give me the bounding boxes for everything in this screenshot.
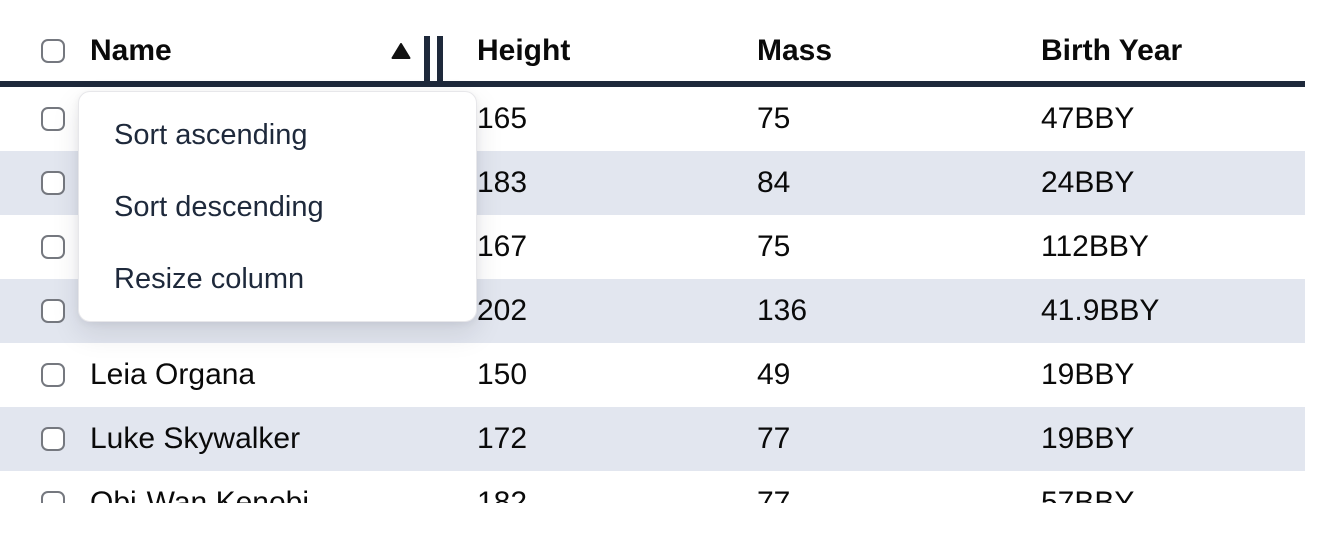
table-row: Leia Organa 150 49 19BBY [0, 343, 1305, 407]
table-header: Name Height Mass Birth Year [0, 0, 1305, 87]
column-resize-handle-icon[interactable] [424, 35, 443, 84]
column-label-height: Height [477, 33, 571, 67]
table-row: 165 75 47BBY [0, 87, 1305, 151]
cell-height: 172 [477, 422, 528, 455]
column-label-name: Name [90, 33, 172, 67]
cell-mass: 84 [757, 166, 791, 199]
cell-birth-year: 24BBY [1041, 166, 1135, 199]
column-header-mass[interactable]: Mass [757, 34, 1041, 68]
cell-mass: 75 [757, 230, 791, 263]
cell-birth-year: 41.9BBY [1041, 294, 1160, 327]
row-checkbox[interactable] [41, 107, 65, 131]
column-header-name[interactable]: Name [90, 27, 477, 84]
table-row: Obi-Wan Kenobi 182 77 57BBY [0, 471, 1305, 503]
cell-mass: 75 [757, 102, 791, 135]
cell-mass: 136 [757, 294, 808, 327]
cell-mass: 77 [757, 486, 791, 503]
column-header-birth-year[interactable]: Birth Year [1041, 34, 1305, 68]
row-select-cell [0, 107, 90, 131]
cell-birth-year: 19BBY [1041, 358, 1135, 391]
cell-height: 183 [477, 166, 528, 199]
row-checkbox[interactable] [41, 235, 65, 259]
row-checkbox[interactable] [41, 299, 65, 323]
row-checkbox[interactable] [41, 171, 65, 195]
cell-height: 150 [477, 358, 528, 391]
table-row: 167 75 112BBY [0, 215, 1305, 279]
cell-name: Obi-Wan Kenobi [90, 486, 309, 503]
row-select-cell [0, 235, 90, 259]
cell-birth-year: 47BBY [1041, 102, 1135, 135]
column-label-mass: Mass [757, 33, 833, 67]
cell-mass: 49 [757, 358, 791, 391]
row-select-cell [0, 427, 90, 451]
row-checkbox[interactable] [41, 427, 65, 451]
cell-mass: 77 [757, 422, 791, 455]
cell-birth-year: 112BBY [1041, 230, 1149, 263]
row-checkbox[interactable] [41, 491, 65, 503]
sort-ascending-icon [391, 42, 411, 60]
column-context-menu: Sort ascending Sort descending Resize co… [78, 91, 477, 322]
cell-height: 182 [477, 486, 528, 503]
table-row: Luke Skywalker 172 77 19BBY [0, 407, 1305, 471]
column-header-height[interactable]: Height [477, 34, 757, 68]
row-select-cell [0, 491, 90, 503]
cell-birth-year: 57BBY [1041, 486, 1135, 503]
cell-name: Leia Organa [90, 358, 256, 391]
cell-height: 202 [477, 294, 528, 327]
cell-name: Luke Skywalker [90, 422, 301, 455]
select-all-checkbox[interactable] [41, 38, 65, 63]
menu-item-sort-descending[interactable]: Sort descending [114, 190, 324, 223]
row-select-cell [0, 171, 90, 195]
header-select-cell [0, 38, 90, 63]
row-select-cell [0, 363, 90, 387]
row-select-cell [0, 299, 90, 323]
cell-height: 165 [477, 102, 528, 135]
column-label-birth-year: Birth Year [1041, 33, 1183, 67]
cell-height: 167 [477, 230, 528, 263]
row-checkbox[interactable] [41, 363, 65, 387]
menu-item-sort-ascending[interactable]: Sort ascending [114, 118, 308, 151]
menu-item-resize-column[interactable]: Resize column [114, 262, 305, 295]
cell-birth-year: 19BBY [1041, 422, 1135, 455]
